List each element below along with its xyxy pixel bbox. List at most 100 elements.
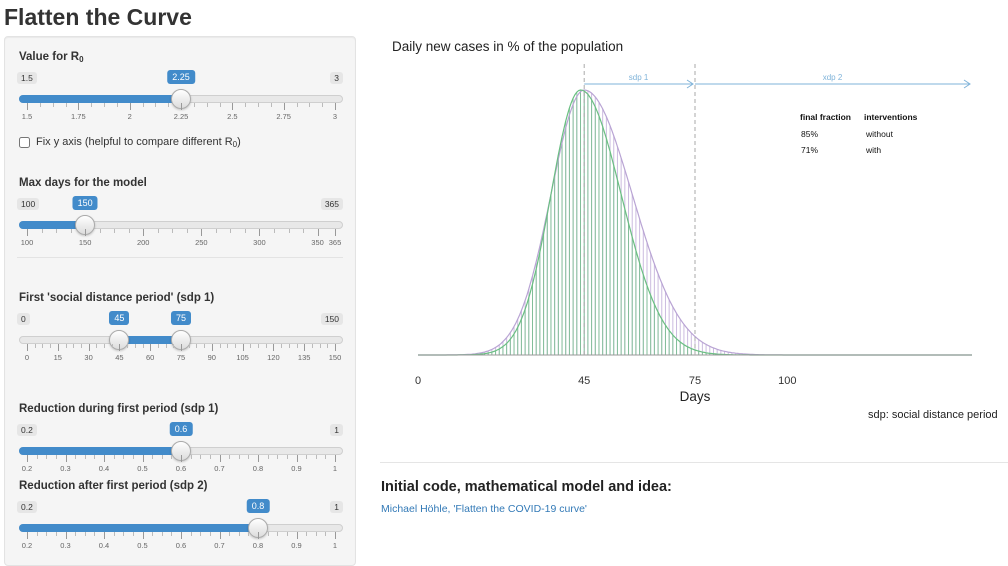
tick-label: 90: [207, 353, 216, 362]
r0-max-label: 3: [330, 72, 343, 84]
tick-mark: [201, 229, 203, 236]
sdp1-fill-bar: [119, 336, 181, 344]
minor-tick: [161, 532, 163, 536]
sdp1-range-slider[interactable]: First 'social distance period' (sdp 1) 0…: [17, 292, 343, 364]
minor-tick: [273, 229, 275, 233]
tick-mark: [219, 532, 221, 539]
reduction1-min-label: 0.2: [17, 424, 37, 436]
minor-tick: [152, 532, 154, 536]
minor-tick: [172, 229, 174, 233]
minor-tick: [84, 455, 86, 459]
minor-tick: [168, 103, 170, 107]
tick-label: 0.5: [137, 464, 148, 473]
minor-tick: [277, 532, 279, 536]
minor-tick: [296, 344, 298, 348]
tick-label: 0.7: [214, 464, 225, 473]
minor-tick: [173, 344, 175, 348]
sdp1-ticks: 0 15 30 45 60 75 90 105 120 135 150: [17, 344, 343, 364]
tick-label: 0.9: [291, 541, 302, 550]
reduction2-max-label: 1: [330, 501, 343, 513]
tick-mark: [143, 229, 145, 236]
max-days-slider[interactable]: Max days for the model 100 365 150 100 15…: [17, 177, 343, 249]
reduction1-slider[interactable]: Reduction during first period (sdp 1) 0.…: [17, 403, 343, 475]
r0-slider[interactable]: Value for R0 1.5 3 2.25 1.5 1.75 2 2.25 2.5 2…: [17, 51, 343, 123]
minor-tick: [123, 455, 125, 459]
x-tick-label: 100: [778, 375, 796, 387]
tick-mark: [273, 344, 275, 351]
minor-tick: [248, 455, 250, 459]
sdp1-from-label: 45: [109, 311, 130, 325]
tick-mark: [181, 532, 182, 539]
r0-min-label: 1.5: [17, 72, 37, 84]
tick-mark: [219, 455, 221, 462]
minor-tick: [36, 532, 38, 536]
max-days-value-label: 150: [72, 196, 98, 210]
max-days-fill-bar: [19, 221, 86, 229]
x-tick-label: 75: [689, 375, 701, 387]
minor-tick: [152, 455, 154, 459]
minor-tick: [288, 344, 290, 348]
minor-tick: [258, 103, 259, 107]
tick-label: 1: [332, 464, 338, 473]
x-tick-label: 0: [415, 375, 421, 387]
tick-mark: [27, 344, 28, 351]
minor-tick: [296, 103, 298, 107]
credits-link[interactable]: Michael Höhle, 'Flatten the COVID-19 cur…: [381, 503, 587, 515]
tick-mark: [57, 344, 59, 351]
table-cell: 85%: [801, 129, 818, 139]
tick-mark: [27, 532, 28, 539]
credits-heading: Initial code, mathematical model and ide…: [381, 479, 672, 495]
max-days-min-label: 100: [17, 198, 40, 210]
section-divider: [380, 462, 1008, 463]
tick-mark: [104, 455, 105, 462]
minor-tick: [123, 532, 125, 536]
tick-label: 75: [176, 353, 186, 362]
minor-tick: [84, 532, 86, 536]
chart-title: Daily new cases in % of the population: [392, 39, 624, 54]
sidebar-divider: [17, 257, 343, 258]
minor-tick: [270, 103, 272, 107]
minor-tick: [244, 229, 246, 233]
minor-tick: [311, 344, 313, 348]
minor-tick: [277, 455, 279, 459]
minor-tick: [200, 455, 202, 459]
period-arrowhead: [686, 79, 694, 89]
minor-tick: [111, 344, 113, 348]
tick-mark: [142, 532, 144, 539]
tick-mark: [181, 455, 182, 462]
tick-label: 1: [332, 541, 338, 550]
tick-label: 350: [311, 238, 324, 247]
tick-label: 300: [253, 238, 266, 247]
tick-label: 1.75: [71, 112, 86, 121]
tick-mark: [304, 344, 306, 351]
fix-y-axis-option[interactable]: Fix y axis (helpful to compare different…: [19, 133, 241, 151]
minor-tick: [165, 344, 167, 348]
minor-tick: [50, 344, 52, 348]
tick-label: 0.8: [252, 464, 264, 473]
tick-mark: [27, 103, 28, 110]
minor-tick: [155, 103, 157, 107]
minor-tick: [75, 455, 77, 459]
tick-label: 0.5: [137, 541, 148, 550]
tick-mark: [65, 532, 67, 539]
minor-tick: [132, 455, 134, 459]
reduction2-slider[interactable]: Reduction after first period (sdp 2) 0.2…: [17, 480, 343, 552]
reduction1-value-label: 0.6: [169, 422, 193, 436]
minor-tick: [209, 532, 211, 536]
tick-label: 0.2: [21, 464, 33, 473]
minor-tick: [200, 532, 202, 536]
tick-mark: [335, 103, 336, 110]
sdp1-label: First 'social distance period' (sdp 1): [19, 292, 215, 304]
table-header: final fraction: [800, 112, 851, 122]
minor-tick: [55, 455, 57, 459]
minor-tick: [315, 532, 317, 536]
minor-tick: [39, 103, 41, 107]
minor-tick: [65, 103, 67, 107]
tick-mark: [259, 229, 261, 236]
max-days-ticks: 100 150 200 250 300 350 365: [17, 229, 343, 249]
fix-y-axis-checkbox[interactable]: [19, 136, 30, 148]
tick-label: 135: [297, 353, 311, 362]
minor-tick: [171, 455, 173, 459]
tick-mark: [283, 103, 285, 110]
r0-label: Value for R0: [19, 51, 84, 64]
